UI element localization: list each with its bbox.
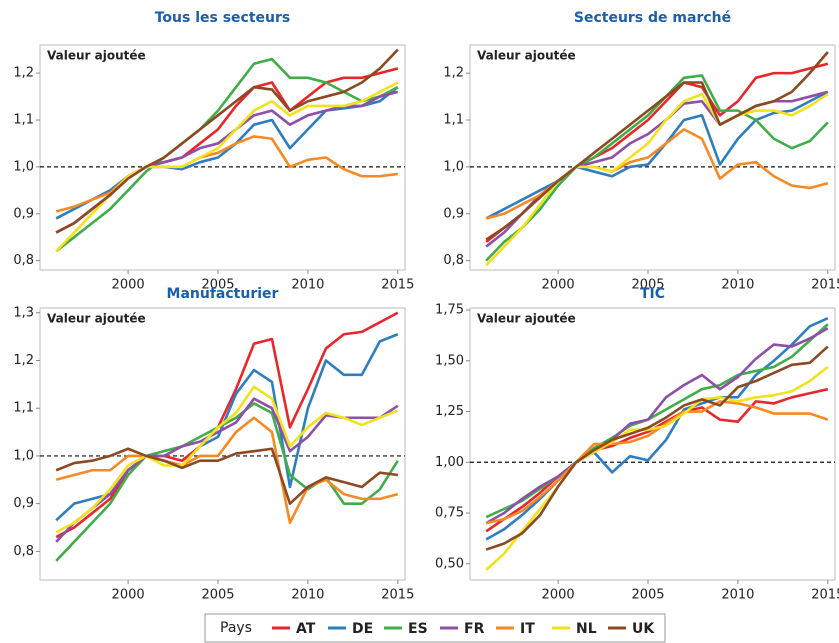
- legend-label: AT: [296, 621, 316, 637]
- series-line: [55, 385, 399, 534]
- y-tick-label: 1,2: [13, 66, 34, 81]
- y-tick-label: 0,50: [435, 556, 464, 571]
- legend-label: ES: [408, 621, 428, 637]
- series-line: [55, 402, 399, 562]
- series-line: [485, 128, 829, 220]
- series-line: [485, 90, 829, 220]
- series-line: [485, 51, 829, 241]
- y-tick-label: 1,2: [13, 353, 34, 368]
- legend-title: Pays: [220, 620, 252, 636]
- chart-title: Tous les secteurs: [155, 10, 291, 26]
- series-line: [485, 400, 829, 525]
- y-tick-label: 1,0: [13, 448, 34, 463]
- y-tick-label: 0,9: [13, 496, 34, 511]
- y-tick-label: 1,1: [443, 113, 464, 128]
- series-line: [55, 48, 399, 234]
- legend-label: UK: [632, 621, 655, 637]
- x-tick-label: 2000: [542, 588, 575, 603]
- y-tick-label: 1,00: [435, 455, 464, 470]
- series-line: [55, 416, 399, 525]
- plot-frame: [39, 44, 406, 271]
- y-tick-label: 0,8: [13, 253, 34, 268]
- y-tick-label: 0,8: [443, 253, 464, 268]
- x-tick-label: 2005: [201, 278, 234, 293]
- y-tick-label: 0,9: [443, 206, 464, 221]
- legend-label: DE: [352, 621, 373, 637]
- y-axis-label: Valeur ajoutée: [47, 49, 146, 63]
- x-tick-label: 2015: [381, 278, 414, 293]
- x-tick-label: 2015: [381, 588, 414, 603]
- y-tick-label: 1,1: [13, 401, 34, 416]
- x-tick-label: 2000: [112, 278, 145, 293]
- series-line: [55, 57, 399, 253]
- legend-label: FR: [464, 621, 485, 637]
- series-line: [55, 86, 399, 220]
- x-tick-label: 2010: [721, 588, 754, 603]
- series-line: [485, 323, 829, 519]
- series-line: [485, 92, 829, 267]
- y-tick-label: 1,2: [443, 66, 464, 81]
- x-tick-label: 2005: [631, 588, 664, 603]
- series-line: [485, 327, 829, 525]
- x-tick-label: 2010: [721, 278, 754, 293]
- y-tick-label: 0,75: [435, 506, 464, 521]
- y-tick-label: 1,3: [13, 305, 34, 320]
- chart-title: TIC: [640, 286, 665, 302]
- y-tick-label: 0,9: [13, 206, 34, 221]
- legend-label: IT: [520, 621, 535, 637]
- y-tick-label: 1,50: [435, 353, 464, 368]
- chart-title: Manufacturier: [167, 286, 279, 302]
- series-line: [55, 447, 398, 505]
- series-line: [485, 74, 829, 262]
- x-tick-label: 2015: [811, 588, 839, 603]
- y-axis-label: Valeur ajoutée: [477, 49, 576, 63]
- y-axis-label: Valeur ajoutée: [477, 312, 576, 326]
- chart-title: Secteurs de marché: [574, 10, 731, 26]
- x-tick-label: 2005: [201, 588, 234, 603]
- x-tick-label: 2000: [112, 588, 145, 603]
- series-line: [485, 345, 829, 551]
- series-line: [55, 135, 398, 213]
- x-tick-label: 2000: [542, 278, 575, 293]
- series-line: [485, 90, 829, 248]
- legend-label: NL: [576, 621, 597, 637]
- y-axis-label: Valeur ajoutée: [47, 312, 146, 326]
- y-tick-label: 1,0: [13, 159, 34, 174]
- y-tick-label: 1,1: [13, 113, 34, 128]
- series-line: [485, 365, 829, 571]
- y-tick-label: 1,0: [443, 159, 464, 174]
- y-tick-label: 1,75: [435, 303, 464, 318]
- y-tick-label: 0,8: [13, 544, 34, 559]
- plot-frame: [469, 307, 836, 581]
- x-tick-label: 2010: [291, 278, 324, 293]
- series-line: [55, 311, 399, 539]
- plot-frame: [469, 44, 836, 271]
- y-tick-label: 1,25: [435, 404, 464, 419]
- plot-frame: [39, 307, 406, 581]
- x-tick-label: 2015: [811, 278, 839, 293]
- x-tick-label: 2005: [631, 278, 664, 293]
- x-tick-label: 2010: [291, 588, 324, 603]
